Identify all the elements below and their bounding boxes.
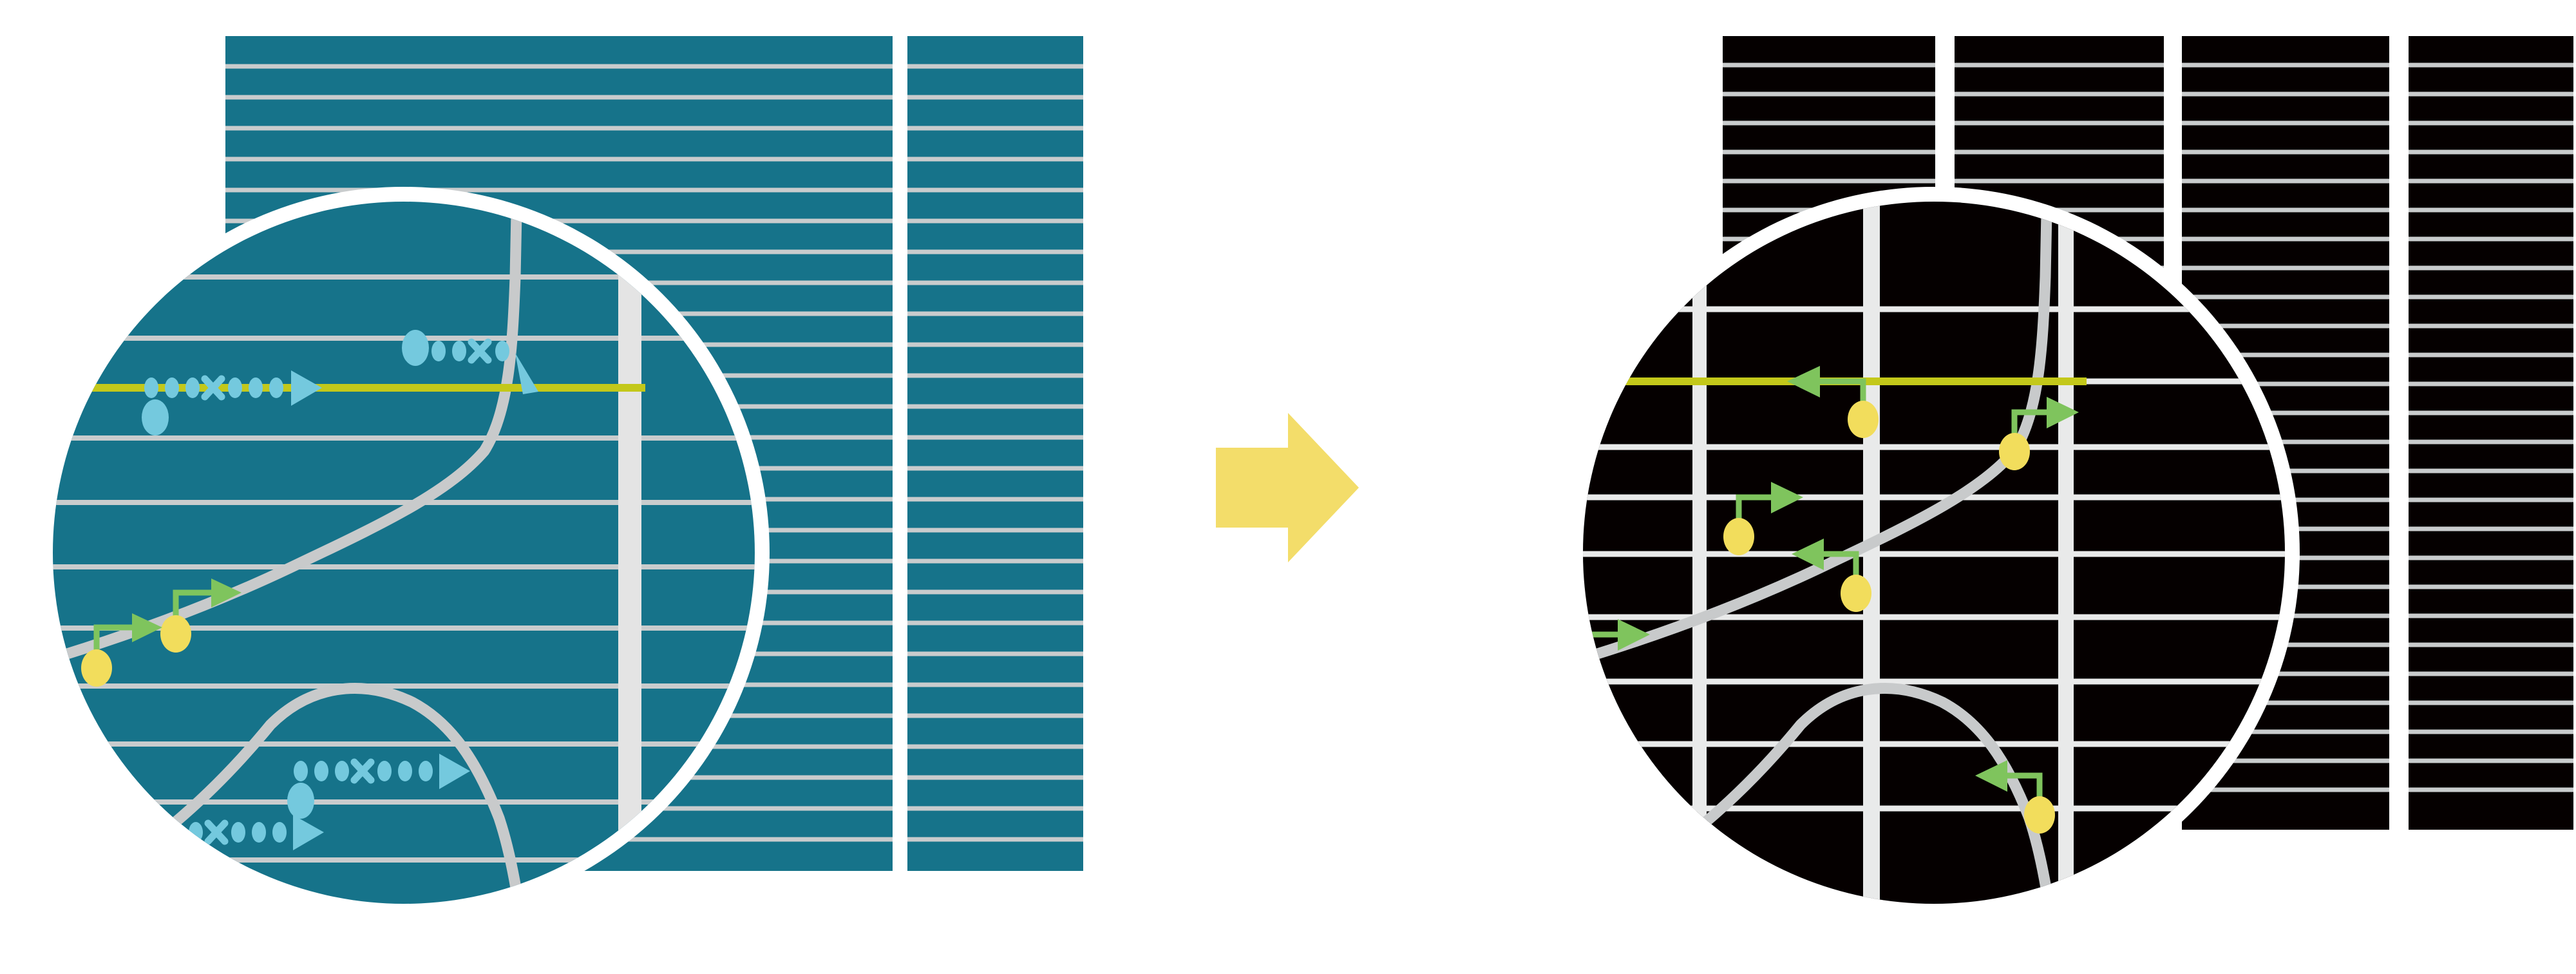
- before-panel-column-2: [907, 36, 1083, 871]
- after-detail-lens: [1568, 187, 2300, 919]
- cyan-dot-1: [142, 399, 169, 435]
- cyan-dot-3: [287, 783, 314, 819]
- before-detail-lens: [38, 180, 770, 941]
- cyan-dotted-arrow-1: [144, 370, 322, 406]
- lens-left-scrollbar[interactable]: [618, 180, 641, 941]
- yellow-node-right-3: [1723, 518, 1754, 555]
- node-arrow-left-1: [81, 613, 162, 687]
- lens-right-vgridlines: [1692, 202, 2074, 904]
- yellow-node-1: [81, 649, 112, 687]
- cyan-dotted-arrow-2: [431, 338, 538, 394]
- cyan-dot-2: [402, 330, 429, 366]
- yellow-node-right-2: [1999, 433, 2030, 470]
- lens-interior-right: [1583, 202, 2285, 904]
- node-arrow-right-2: [1999, 397, 2079, 470]
- transition-arrow[interactable]: [1216, 413, 1359, 562]
- yellow-node-right-6: [2024, 796, 2055, 834]
- cyan-dot-4: [144, 844, 171, 880]
- lens-interior-left: [53, 180, 755, 941]
- yellow-node-right-4: [1841, 575, 1871, 612]
- yellow-node-right-1: [1848, 401, 1879, 438]
- node-arrow-left-2: [160, 578, 242, 653]
- node-arrow-right-3: [1723, 482, 1803, 555]
- node-arrow-right-6: [1975, 760, 2055, 834]
- after-panel-column-4: [2409, 36, 2573, 830]
- cyan-dotted-arrow-3: [294, 754, 470, 789]
- node-arrow-right-1: [1787, 366, 1879, 438]
- node-arrow-right-4: [1792, 539, 1871, 612]
- yellow-node-2: [160, 615, 191, 653]
